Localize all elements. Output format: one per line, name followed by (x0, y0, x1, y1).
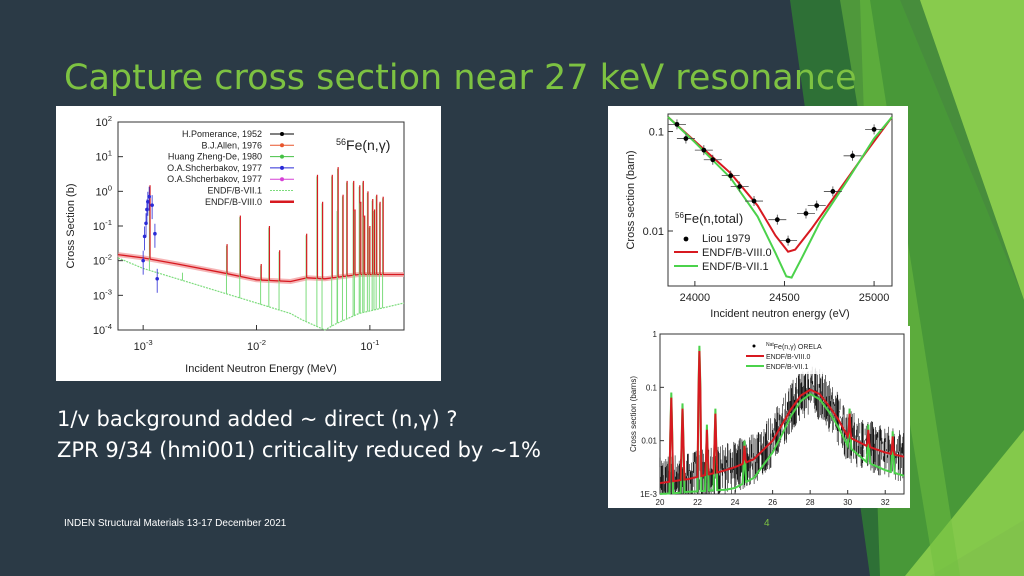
x-tick-label: 32 (881, 498, 890, 507)
legend-marker (280, 154, 284, 159)
legend-label: O.A.Shcherbakov, 1977 (167, 174, 262, 184)
legend-label: B.J.Allen, 1976 (201, 140, 262, 150)
x-tick-label: 24 (731, 498, 740, 507)
slide-title: Capture cross section near 27 keV resona… (64, 58, 857, 98)
y-axis-label: Cross section (barn) (625, 150, 637, 249)
slide-footer: INDEN Structural Materials 13-17 Decembe… (64, 518, 287, 529)
fe-capture-chart-panel: 10-4 10-3 10-2 10-1 100 101 102 10-3 10-2 10-1 Inc… (56, 106, 441, 381)
y-tick-label: 10-1 (93, 218, 112, 233)
exp-point (710, 157, 716, 163)
exp-point (674, 121, 680, 127)
slide-number: 4 (764, 518, 770, 529)
legend-marker (280, 143, 284, 148)
y-tick-label: 101 (95, 149, 112, 164)
exp-point (146, 199, 150, 204)
legend-label: ENDF/B-VII.1 (207, 186, 262, 196)
legend-label: Huang Zheng-De, 1980 (168, 152, 262, 162)
plot-frame (667, 113, 893, 287)
y-tick-label: 0.01 (643, 226, 664, 238)
y-tick-label: 0.01 (641, 437, 657, 446)
legend-label: ENDF/B-VIII.0 (205, 197, 262, 207)
y-tick-label: 1 (653, 330, 658, 339)
x-axis-label: Incident Neutron Energy (MeV) (185, 363, 337, 375)
exp-point (830, 189, 836, 194)
legend-marker (752, 344, 756, 348)
legend-label: ENDF/B-VII.1 (766, 364, 809, 371)
fe-capture-chart: 10-4 10-3 10-2 10-1 100 101 102 10-3 10-2 10-1 Inc… (65, 114, 405, 375)
endf8-line (667, 116, 893, 253)
exp-point (814, 203, 820, 209)
exp-point (871, 127, 877, 132)
y-axis-label: Cross Section (b) (65, 184, 77, 269)
y-tick-label: 0.1 (649, 127, 664, 139)
y-axis-label: Cross section (barns) (629, 376, 638, 452)
exp-point (774, 217, 780, 223)
exp-point (850, 153, 855, 159)
exp-point (737, 184, 743, 189)
endf7-background-line (117, 257, 405, 331)
exp-point (150, 203, 154, 207)
legend-label: Liou 1979 (702, 233, 750, 245)
exp-point (683, 136, 689, 141)
orela-data (659, 366, 904, 494)
x-tick-label: 24000 (680, 292, 711, 304)
x-tick-label: 24500 (769, 292, 800, 304)
legend-label: ENDF/B-VII.1 (702, 261, 769, 273)
x-tick-label: 20 (656, 498, 665, 507)
endf7-line (667, 116, 893, 279)
legend-label: ENDF/B-VIII.0 (766, 354, 810, 361)
y-tick-label: 10-2 (93, 253, 112, 268)
y-tick-label: 10-3 (93, 287, 112, 302)
plot-frame (659, 333, 905, 495)
exp-point (751, 198, 757, 204)
legend-marker (280, 165, 284, 170)
green-stripe-light (920, 0, 1024, 300)
x-tick-label: 10-1 (360, 338, 379, 353)
fe-total-chart: 0.01 0.1 24000 24500 25000 Incident neutron e… (625, 113, 893, 320)
exp-point (153, 231, 157, 236)
legend-marker (280, 132, 284, 136)
x-tick-label: 30 (843, 498, 852, 507)
x-tick-label: 26 (768, 498, 777, 507)
note-line-1: 1/v background added ~ direct (n,γ) ? (57, 407, 458, 431)
y-tick-label: 102 (95, 114, 112, 129)
chart-annotation: 56Fe(n,γ) (336, 137, 390, 153)
y-tick-label: 1E-3 (640, 490, 657, 499)
exp-point (803, 211, 809, 216)
x-tick-label: 10-2 (247, 338, 266, 353)
endf8-background-line (117, 253, 404, 283)
x-tick-label: 22 (693, 498, 702, 507)
chart-annotation: 56Fe(n,total) (675, 211, 743, 226)
endf8-line (659, 350, 905, 485)
legend-label: O.A.Shcherbakov, 1977 (167, 163, 262, 173)
legend-marker (683, 236, 689, 242)
note-line-2: ZPR 9/34 (hmi001) criticality reduced by… (57, 438, 541, 462)
legend-label: H.Pomerance, 1952 (182, 129, 262, 139)
x-tick-label: 28 (806, 498, 815, 507)
x-tick-label: 10-3 (134, 338, 153, 353)
exp-point (728, 173, 734, 179)
orela-chart-panel: 1E-3 0.01 0.1 1 20 22 24 26 28 30 32 Cross section … (608, 326, 910, 508)
legend-label: NatFe(n,γ) ORELA (766, 342, 822, 351)
legend-marker (280, 177, 284, 182)
x-tick-label: 25000 (859, 292, 890, 304)
legend-label: ENDF/B-VIII.0 (702, 247, 772, 259)
fe-total-chart-panel: 0.01 0.1 24000 24500 25000 Incident neutron e… (608, 106, 908, 326)
exp-point (701, 147, 707, 153)
exp-point (785, 238, 791, 244)
exp-point (147, 194, 151, 199)
exp-point (142, 234, 147, 239)
y-tick-label: 10-4 (93, 322, 113, 337)
orela-chart: 1E-3 0.01 0.1 1 20 22 24 26 28 30 32 Cross section … (629, 330, 905, 507)
y-tick-label: 0.1 (646, 383, 658, 392)
x-axis-label: Incident neutron energy (eV) (710, 308, 849, 320)
exp-point (141, 258, 145, 263)
y-tick-label: 100 (95, 183, 112, 198)
exp-point (155, 276, 159, 281)
